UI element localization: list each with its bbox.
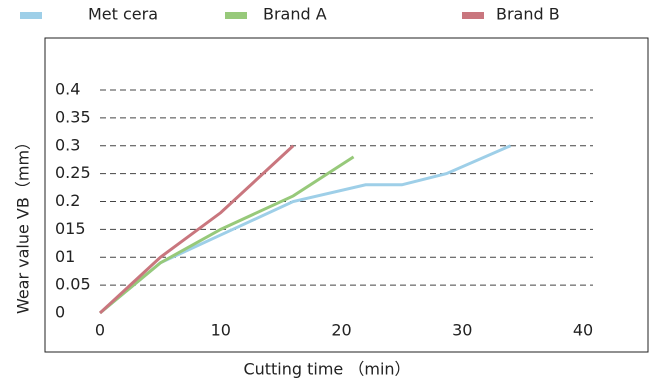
legend-label: Brand A: [263, 5, 327, 24]
legend-swatch: [20, 12, 42, 19]
legend-swatch: [225, 12, 247, 19]
y-tick-label: 0: [55, 303, 65, 322]
y-tick-label: 0.35: [55, 107, 91, 126]
legend-label: Brand B: [496, 5, 560, 24]
y-tick-label: 015: [55, 219, 86, 238]
y-tick-label: 0.25: [55, 163, 91, 182]
legend-label: Met cera: [88, 5, 158, 24]
y-tick-label: 0.4: [55, 80, 80, 99]
y-tick-label: 01: [55, 247, 75, 266]
x-tick-label: 30: [452, 321, 472, 340]
series-line: [98, 144, 295, 315]
y-tick-label: 0.3: [55, 135, 80, 154]
x-axis-label: Cutting time （min）: [243, 360, 410, 379]
plot-frame: [44, 37, 649, 353]
x-tick-label: 10: [211, 321, 231, 340]
series-line: [99, 155, 355, 315]
y-axis-label: Wear value VB（mm）: [14, 134, 33, 314]
y-tick-label: 0.2: [55, 191, 80, 210]
x-tick-label: 40: [573, 321, 593, 340]
x-tick-label: 0: [95, 321, 105, 340]
x-tick-label: 20: [331, 321, 351, 340]
y-tick-label: 0.05: [55, 275, 91, 294]
legend-swatch: [462, 12, 484, 19]
